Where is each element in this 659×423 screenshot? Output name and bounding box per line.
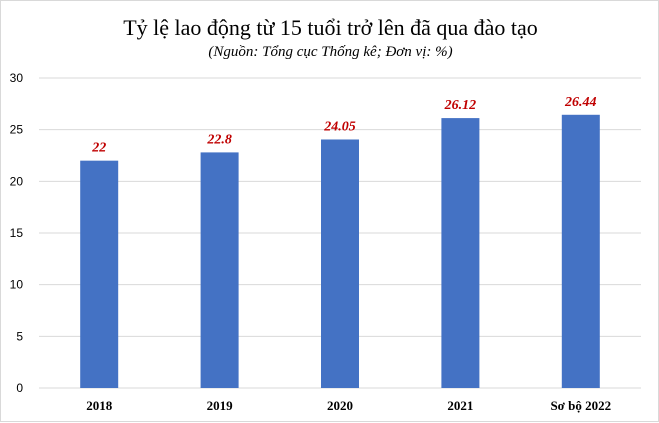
data-label: 22 [91, 141, 106, 156]
bar [441, 118, 480, 389]
category-label: 2019 [207, 398, 234, 413]
category-label: 2018 [86, 398, 113, 413]
y-tick-label: 20 [10, 174, 24, 188]
y-tick-label: 25 [10, 123, 24, 137]
y-tick-label: 30 [10, 71, 24, 85]
category-label: 2021 [447, 398, 473, 413]
category-label: 2020 [327, 398, 353, 413]
y-tick-label: 10 [10, 278, 24, 292]
chart-subtitle: (Nguồn: Tổng cục Thống kê; Đơn vị: %) [208, 44, 453, 60]
chart-title: Tỷ lệ lao động từ 15 tuổi trở lên đã qua… [123, 15, 538, 40]
data-labels: 22 22.8 24.05 26.12 26.44 [91, 95, 596, 156]
bar [561, 114, 600, 388]
bar [80, 160, 119, 388]
category-label: Sơ bộ 2022 [550, 398, 611, 413]
data-label: 26.44 [564, 95, 597, 110]
data-label: 26.12 [444, 98, 477, 113]
y-tick-label: 0 [16, 381, 23, 395]
data-label: 22.8 [206, 132, 232, 147]
y-axis-ticks: 0 5 10 15 20 25 30 [10, 71, 24, 395]
bar [200, 152, 239, 388]
y-tick-label: 5 [16, 329, 23, 343]
bars [80, 114, 600, 389]
x-axis-categories: 2018 2019 2020 2021 Sơ bộ 2022 [86, 398, 611, 413]
y-tick-label: 15 [10, 226, 24, 240]
bar [321, 139, 359, 388]
data-label: 24.05 [323, 119, 356, 134]
